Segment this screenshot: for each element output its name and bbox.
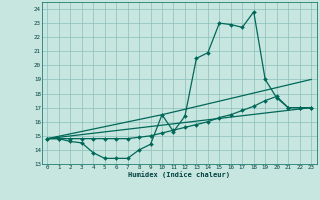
- X-axis label: Humidex (Indice chaleur): Humidex (Indice chaleur): [128, 171, 230, 178]
